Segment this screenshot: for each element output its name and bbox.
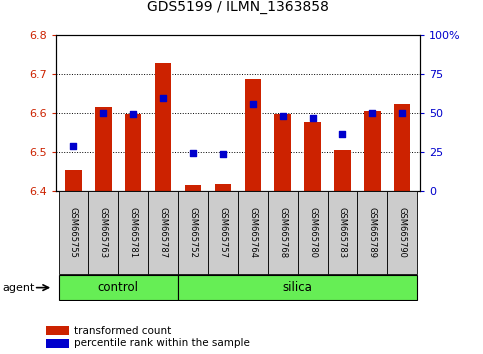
Text: silica: silica	[283, 281, 313, 294]
Bar	[304, 122, 321, 191]
Point	[249, 101, 256, 107]
Bar	[46, 326, 69, 335]
Bar	[58, 275, 178, 300]
Bar	[274, 114, 291, 191]
Bar	[148, 191, 178, 274]
Text: GSM665768: GSM665768	[278, 207, 287, 258]
Text: GDS5199 / ILMN_1363858: GDS5199 / ILMN_1363858	[147, 0, 329, 14]
Bar	[178, 275, 417, 300]
Bar	[58, 191, 88, 274]
Point	[398, 110, 406, 115]
Bar	[387, 191, 417, 274]
Bar	[327, 191, 357, 274]
Bar	[268, 191, 298, 274]
Point	[99, 110, 107, 115]
Bar	[364, 112, 381, 191]
Text: GSM665757: GSM665757	[218, 207, 227, 258]
Bar	[95, 108, 112, 191]
Text: GSM665752: GSM665752	[188, 207, 198, 258]
Point	[129, 111, 137, 117]
Text: transformed count: transformed count	[73, 326, 171, 336]
Point	[70, 144, 77, 149]
Bar	[334, 150, 351, 191]
Text: agent: agent	[2, 282, 35, 293]
Bar	[178, 191, 208, 274]
Bar	[357, 191, 387, 274]
Bar	[118, 191, 148, 274]
Bar	[208, 191, 238, 274]
Bar	[125, 114, 142, 191]
Text: GSM665787: GSM665787	[158, 207, 168, 258]
Text: GSM665790: GSM665790	[398, 207, 407, 258]
Text: GSM665780: GSM665780	[308, 207, 317, 258]
Bar	[215, 184, 231, 191]
Point	[159, 95, 167, 101]
Bar	[244, 79, 261, 191]
Text: GSM665755: GSM665755	[69, 207, 78, 258]
Bar	[238, 191, 268, 274]
Point	[339, 131, 346, 137]
Text: percentile rank within the sample: percentile rank within the sample	[73, 338, 249, 348]
Text: control: control	[98, 281, 139, 294]
Text: GSM665763: GSM665763	[99, 207, 108, 258]
Point	[279, 114, 286, 119]
Bar	[88, 191, 118, 274]
Bar	[46, 338, 69, 348]
Point	[189, 150, 197, 156]
Text: GSM665764: GSM665764	[248, 207, 257, 258]
Text: GSM665781: GSM665781	[129, 207, 138, 258]
Point	[309, 115, 316, 121]
Text: GSM665783: GSM665783	[338, 207, 347, 258]
Bar	[65, 170, 82, 191]
Text: GSM665789: GSM665789	[368, 207, 377, 258]
Bar	[298, 191, 327, 274]
Bar	[394, 104, 411, 191]
Bar	[155, 63, 171, 191]
Point	[219, 152, 227, 157]
Point	[369, 110, 376, 115]
Bar	[185, 185, 201, 191]
